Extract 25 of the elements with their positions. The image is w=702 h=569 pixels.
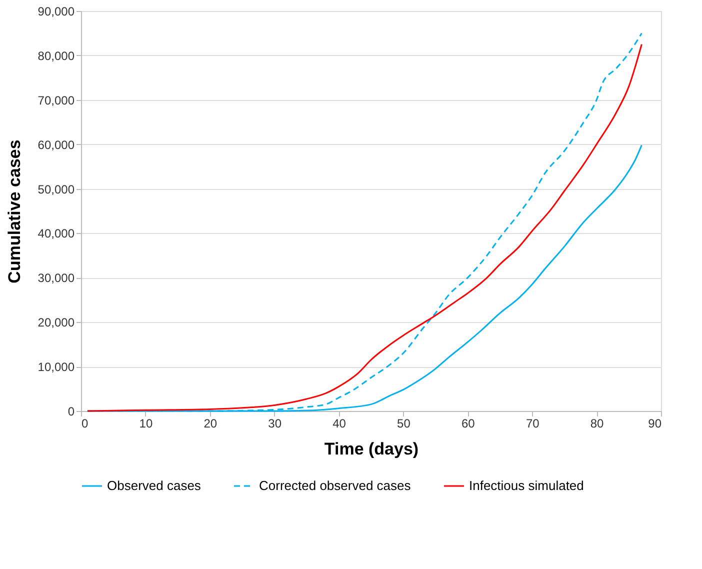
x-tick-label: 0 (82, 416, 88, 430)
legend-label: Corrected observed cases (259, 478, 412, 493)
x-tick-label: 80 (590, 416, 604, 430)
x-tick-label: 50 (397, 416, 411, 430)
x-tick-label: 10 (139, 416, 153, 430)
y-tick-label: 70,000 (38, 93, 75, 108)
y-tick-label: 50,000 (38, 182, 75, 196)
legend-label: Infectious simulated (469, 478, 584, 493)
legend-label: Observed cases (107, 478, 202, 493)
y-tick-label: 0 (68, 404, 75, 418)
y-tick-label: 20,000 (38, 316, 75, 330)
y-axis-title: Cumulative cases (4, 140, 24, 284)
y-tick-label: 80,000 (38, 48, 75, 63)
y-tick-label: 60,000 (38, 138, 75, 152)
y-tick-label: 30,000 (38, 271, 75, 286)
x-axis-title: Time (days) (324, 440, 419, 458)
x-tick-label: 40 (332, 416, 346, 430)
x-tick-label: 20 (204, 416, 218, 430)
y-tick-label: 10,000 (38, 360, 75, 374)
x-tick-label: 60 (461, 416, 476, 430)
x-tick-label: 90 (648, 416, 662, 430)
x-tick-label: 30 (268, 416, 282, 430)
x-tick-label: 70 (526, 416, 540, 430)
y-tick-label: 40,000 (38, 226, 75, 241)
y-tick-label: 90,000 (38, 4, 75, 18)
